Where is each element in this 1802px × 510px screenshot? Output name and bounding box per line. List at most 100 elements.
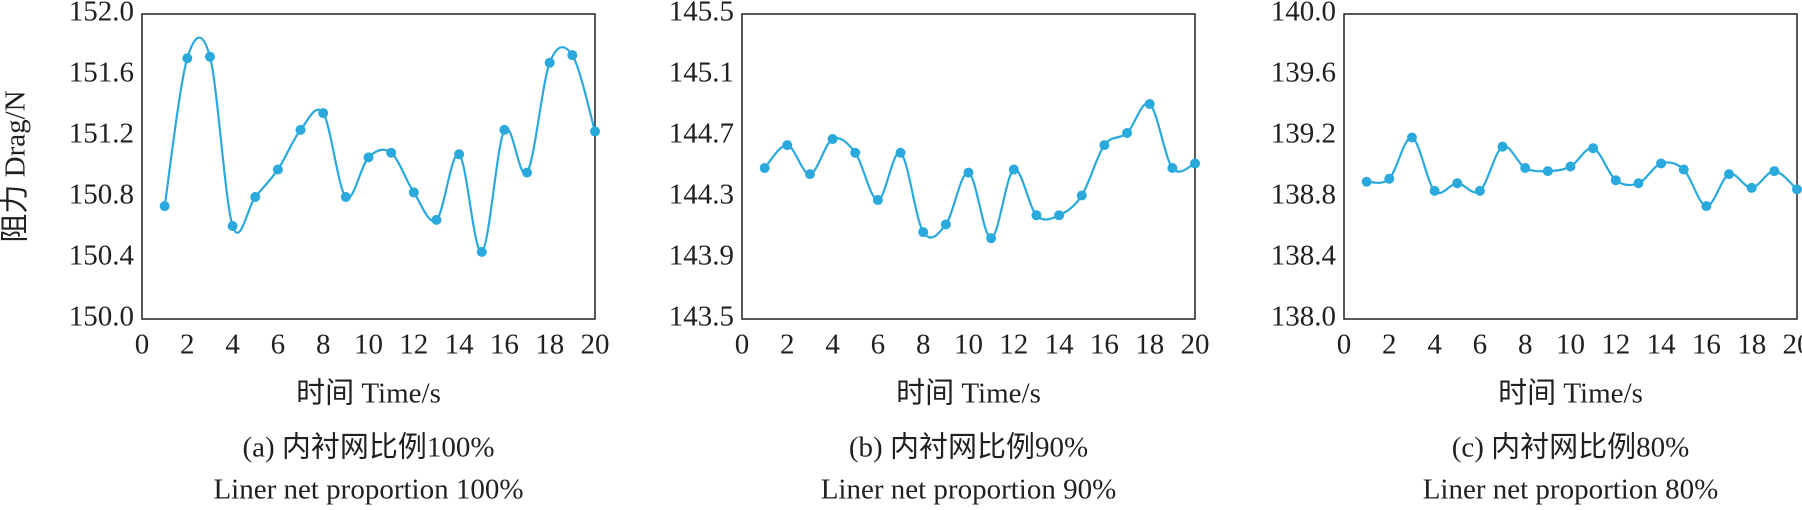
data-point bbox=[159, 201, 170, 212]
caption: Liner net proportion 80% bbox=[1423, 474, 1719, 506]
data-point bbox=[1633, 178, 1644, 189]
data-point bbox=[1190, 158, 1200, 169]
data-point bbox=[1769, 166, 1780, 177]
x-tick-label: 8 bbox=[916, 329, 931, 361]
x-tick-label: 20 bbox=[1783, 329, 1802, 361]
data-line bbox=[763, 102, 1196, 240]
x-tick-label: 14 bbox=[1647, 329, 1677, 361]
data-point bbox=[476, 246, 487, 257]
data-point bbox=[827, 134, 838, 145]
x-tick-label: 6 bbox=[271, 329, 286, 361]
x-tick-label: 14 bbox=[445, 329, 475, 361]
y-tick-label: 143.5 bbox=[669, 301, 734, 333]
x-tick-label: 12 bbox=[999, 329, 1028, 361]
x-tick-label: 4 bbox=[225, 329, 240, 361]
data-point bbox=[1746, 182, 1757, 193]
data-point bbox=[386, 147, 397, 158]
data-point bbox=[1361, 176, 1372, 187]
caption: Liner net proportion 90% bbox=[821, 474, 1117, 506]
x-tick-label: 6 bbox=[1473, 329, 1488, 361]
data-point bbox=[804, 169, 815, 180]
x-tick-label: 4 bbox=[1427, 329, 1442, 361]
data-point bbox=[1678, 164, 1689, 175]
data-point bbox=[895, 147, 906, 158]
x-tick-label: 0 bbox=[1337, 329, 1352, 361]
plot-frame bbox=[741, 13, 1196, 320]
data-point bbox=[522, 167, 533, 178]
data-point bbox=[1588, 143, 1599, 154]
y-tick-label: 138.8 bbox=[1271, 179, 1336, 211]
x-tick-label: 4 bbox=[825, 329, 840, 361]
caption: (c) 内衬网比例80% bbox=[1452, 431, 1690, 464]
data-point bbox=[1144, 98, 1155, 109]
data-point bbox=[850, 147, 861, 158]
data-point bbox=[759, 163, 770, 174]
data-point bbox=[1406, 132, 1417, 143]
data-point bbox=[363, 152, 374, 163]
x-tick-label: 8 bbox=[1518, 329, 1533, 361]
y-tick-label: 145.5 bbox=[669, 0, 734, 28]
caption: Liner net proportion 100% bbox=[213, 474, 523, 506]
data-point bbox=[544, 57, 555, 68]
data-point bbox=[1099, 140, 1110, 151]
x-tick-label: 2 bbox=[1382, 329, 1397, 361]
plot-frame bbox=[1343, 13, 1798, 320]
x-tick-label: 8 bbox=[316, 329, 331, 361]
data-point bbox=[1008, 164, 1019, 175]
data-point bbox=[940, 219, 951, 230]
data-point bbox=[227, 220, 238, 231]
data-point bbox=[340, 192, 351, 202]
data-point bbox=[1054, 210, 1065, 221]
x-tick-label: 10 bbox=[1556, 329, 1585, 361]
data-point bbox=[182, 53, 193, 64]
y-tick-label: 144.3 bbox=[669, 179, 734, 211]
y-tick-label: 150.4 bbox=[69, 240, 135, 272]
data-point bbox=[1384, 173, 1395, 184]
x-tick-label: 16 bbox=[1090, 329, 1119, 361]
data-point bbox=[1497, 141, 1508, 152]
y-tick-label: 150.0 bbox=[69, 301, 134, 333]
x-tick-label: 6 bbox=[871, 329, 886, 361]
x-tick-label: 10 bbox=[354, 329, 383, 361]
y-tick-label: 139.6 bbox=[1271, 57, 1336, 89]
x-tick-label: 0 bbox=[735, 329, 750, 361]
data-point bbox=[963, 167, 974, 178]
y-tick-label: 145.1 bbox=[669, 57, 734, 89]
data-point bbox=[250, 192, 261, 202]
data-point bbox=[1031, 210, 1042, 221]
data-point bbox=[1167, 163, 1178, 174]
x-axis-label: 时间 Time/s bbox=[1498, 377, 1643, 410]
data-point bbox=[782, 140, 793, 151]
x-tick-label: 0 bbox=[135, 329, 150, 361]
data-point bbox=[1076, 190, 1087, 201]
x-axis-label: 时间 Time/s bbox=[296, 377, 441, 410]
y-tick-label: 140.0 bbox=[1271, 0, 1336, 28]
x-tick-label: 16 bbox=[490, 329, 519, 361]
data-point bbox=[986, 233, 997, 244]
x-tick-label: 14 bbox=[1045, 329, 1075, 361]
data-point bbox=[567, 50, 578, 61]
data-point bbox=[1474, 185, 1485, 196]
x-tick-label: 12 bbox=[1601, 329, 1630, 361]
data-line bbox=[163, 36, 597, 254]
data-point bbox=[1122, 127, 1133, 138]
data-point bbox=[499, 124, 510, 135]
data-point bbox=[1520, 163, 1531, 174]
x-axis-label: 时间 Time/s bbox=[896, 377, 1041, 410]
caption: (b) 内衬网比例90% bbox=[849, 431, 1088, 464]
x-tick-label: 2 bbox=[780, 329, 795, 361]
y-tick-label: 138.4 bbox=[1271, 240, 1337, 272]
caption: (a) 内衬网比例100% bbox=[242, 431, 494, 464]
data-point bbox=[1610, 175, 1621, 186]
data-point bbox=[1792, 184, 1802, 195]
data-point bbox=[1656, 158, 1667, 169]
data-point bbox=[872, 195, 883, 206]
y-tick-label: 144.7 bbox=[669, 118, 734, 150]
data-point bbox=[1724, 169, 1735, 180]
data-point bbox=[318, 108, 329, 119]
x-tick-label: 12 bbox=[399, 329, 428, 361]
y-tick-label: 139.2 bbox=[1271, 118, 1336, 150]
y-tick-label: 151.2 bbox=[69, 118, 134, 150]
x-tick-label: 16 bbox=[1692, 329, 1721, 361]
data-point bbox=[1452, 178, 1463, 189]
